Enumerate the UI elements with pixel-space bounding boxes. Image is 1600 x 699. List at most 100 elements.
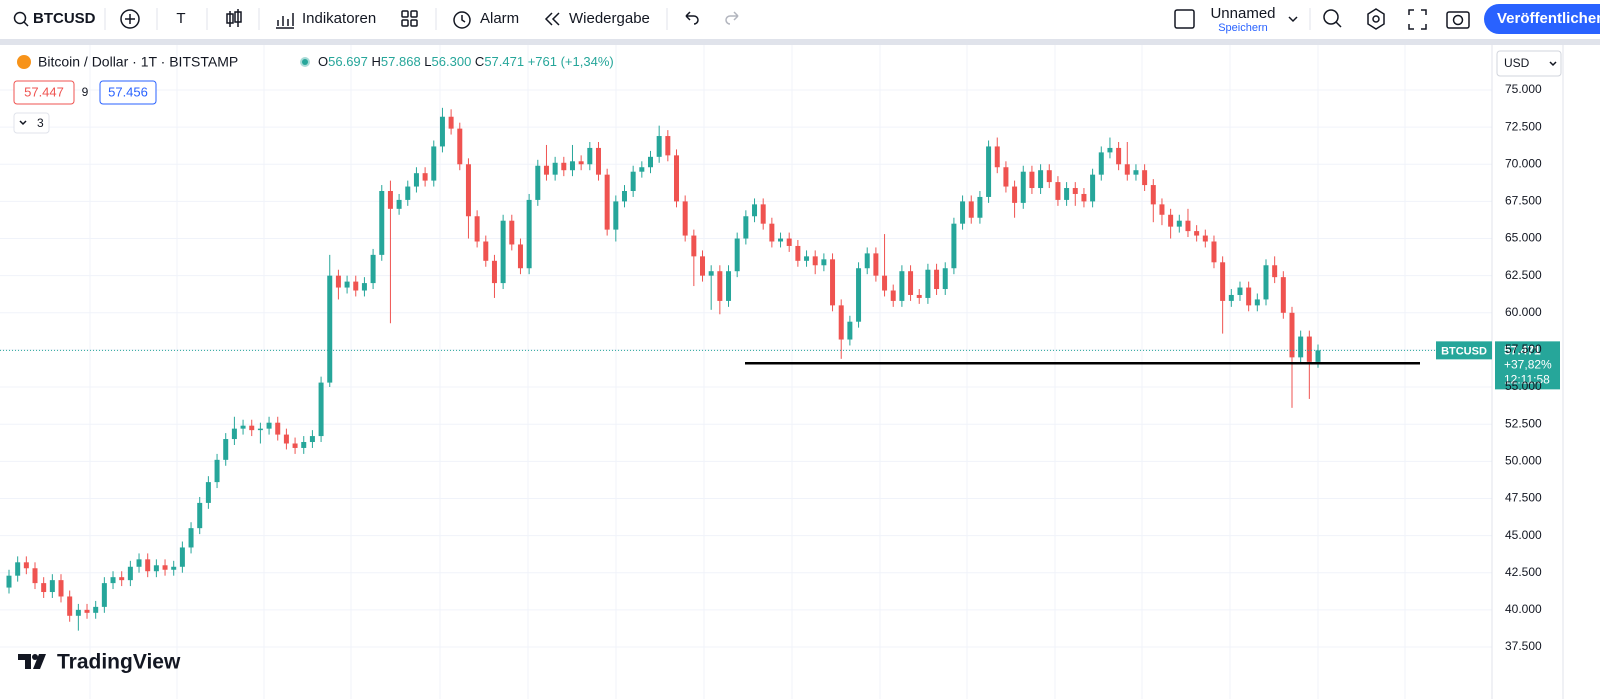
currency-select[interactable] xyxy=(1496,50,1562,77)
candle-body xyxy=(6,575,12,588)
plot-area xyxy=(0,89,1492,648)
replay-icon xyxy=(544,12,560,26)
layout-menu[interactable] xyxy=(1288,16,1298,23)
price-tag-countdown: 12:11:58 xyxy=(1504,373,1550,387)
snapshot-button[interactable] xyxy=(1446,11,1470,29)
candle-body xyxy=(925,269,931,298)
candle-body xyxy=(93,606,99,613)
candle-body xyxy=(569,161,575,171)
candle-body xyxy=(890,290,896,301)
replay-button[interactable]: Wiedergabe xyxy=(569,10,650,27)
y-tick-label: 52.500 xyxy=(1505,416,1542,430)
compare-button[interactable] xyxy=(120,9,140,29)
search-icon[interactable] xyxy=(13,11,27,25)
collapse-button[interactable] xyxy=(13,112,50,134)
candle-body xyxy=(422,173,428,181)
alarm-button[interactable]: Alarm xyxy=(480,10,519,27)
y-tick-label: 65.000 xyxy=(1505,231,1542,245)
candle-body xyxy=(517,244,523,269)
candle-body xyxy=(743,216,749,239)
candle-body xyxy=(509,220,515,245)
legend-ohlc: O56.697 H57.868 L56.300 C57.471 +761 (+1… xyxy=(318,54,614,69)
candle-body xyxy=(266,422,272,429)
candle-body xyxy=(587,147,593,165)
candle-body xyxy=(760,204,766,224)
candle-body xyxy=(58,580,64,597)
candle-body xyxy=(465,164,471,217)
candle-body xyxy=(726,271,732,301)
currency-chevron xyxy=(1549,61,1557,67)
candle-body xyxy=(795,245,801,261)
candle-body xyxy=(474,216,480,242)
y-tick-label: 55.000 xyxy=(1505,379,1542,393)
publish-button[interactable] xyxy=(1484,4,1600,34)
candle-body xyxy=(327,275,333,383)
candle-body xyxy=(257,428,263,431)
y-tick-label: 45.000 xyxy=(1505,528,1542,542)
layout-checkbox[interactable] xyxy=(1174,9,1195,29)
layout-name[interactable]: Unnamed xyxy=(1210,5,1275,22)
candle-body xyxy=(1064,188,1070,200)
symbol-tag-label: BTCUSD xyxy=(1441,345,1487,357)
candle-body xyxy=(379,191,385,255)
candle-body xyxy=(942,268,948,290)
redo-button[interactable] xyxy=(725,11,739,25)
candle-body xyxy=(101,583,107,607)
interval-button[interactable]: T xyxy=(176,10,185,27)
ohlc-key: L xyxy=(424,54,431,69)
candle-body xyxy=(1029,171,1035,189)
candle-body xyxy=(986,146,992,197)
candle-body xyxy=(1142,170,1148,186)
chart-type-button[interactable] xyxy=(226,9,242,27)
symbol[interactable]: BTCUSD xyxy=(33,10,96,27)
undo-button[interactable] xyxy=(685,11,699,25)
candle-body xyxy=(1237,287,1243,295)
price-label: BTCUSD 57.471+37,82%12:11:58 xyxy=(1436,341,1560,390)
candle-body xyxy=(439,116,445,147)
settings-button[interactable] xyxy=(1367,8,1385,30)
candle-body xyxy=(49,580,55,593)
candle-body xyxy=(1306,336,1312,362)
candle-body xyxy=(171,566,177,570)
templates-button[interactable] xyxy=(401,10,418,27)
candle-body xyxy=(1246,287,1252,306)
save-label[interactable]: Speichern xyxy=(1218,22,1268,34)
candle-body xyxy=(205,482,211,503)
candle-body xyxy=(769,223,775,242)
candle-body xyxy=(448,116,454,129)
candle-body xyxy=(977,196,983,218)
brand-logo xyxy=(18,654,46,669)
candle-body xyxy=(1211,241,1217,263)
market-status xyxy=(302,59,308,65)
candle-body xyxy=(1176,220,1182,227)
candle-body xyxy=(214,459,220,483)
candle-body xyxy=(84,609,90,613)
snapshot-icon xyxy=(1452,14,1464,26)
candle-body xyxy=(75,609,81,616)
quick-search[interactable] xyxy=(1323,9,1339,25)
buy-box[interactable] xyxy=(99,80,157,105)
candle-body xyxy=(838,305,844,340)
candle-body xyxy=(1263,265,1269,300)
candle-body xyxy=(873,253,879,276)
candle-body xyxy=(223,439,229,460)
candle-body xyxy=(951,223,957,269)
candle-body xyxy=(127,566,133,581)
y-tick-label: 70.000 xyxy=(1505,156,1542,170)
alarm-icon xyxy=(453,11,471,29)
candle-body xyxy=(994,146,1000,168)
fullscreen-button[interactable] xyxy=(1408,9,1427,30)
candle-body xyxy=(1038,170,1044,189)
candle-body xyxy=(353,281,359,291)
brand-name: TradingView xyxy=(57,651,181,674)
indicators-button[interactable]: Indikatoren xyxy=(302,10,376,27)
quick-search xyxy=(1335,21,1342,28)
compare-icon xyxy=(125,14,135,24)
sell-box[interactable] xyxy=(13,80,75,105)
search-icon xyxy=(23,21,29,27)
candle-body xyxy=(665,136,671,156)
candle-body xyxy=(15,562,21,576)
candle-body xyxy=(240,425,246,429)
candle-body xyxy=(535,165,541,200)
